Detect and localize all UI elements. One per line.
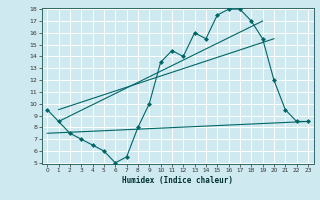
X-axis label: Humidex (Indice chaleur): Humidex (Indice chaleur) <box>122 176 233 185</box>
